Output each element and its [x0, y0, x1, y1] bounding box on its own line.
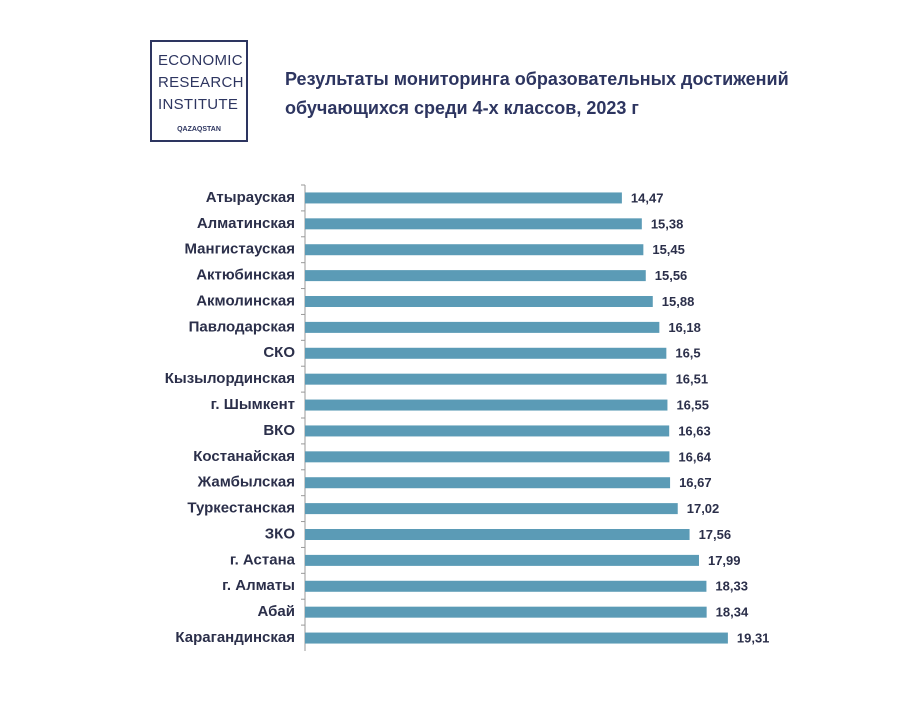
- logo-sub: QAZAQSTAN: [177, 126, 221, 133]
- value-label: 19,31: [737, 630, 770, 645]
- bar: [305, 218, 642, 230]
- bar: [305, 373, 667, 385]
- bar: [305, 503, 678, 515]
- y-tick-label: Актюбинская: [196, 267, 295, 284]
- value-label: 14,47: [631, 190, 664, 205]
- y-tick-label: Карагандинская: [175, 629, 295, 646]
- bar: [305, 425, 670, 437]
- y-tick-label: ВКО: [263, 422, 295, 439]
- value-label: 15,56: [655, 268, 688, 283]
- bar: [305, 606, 707, 618]
- bar: [305, 296, 653, 307]
- bar: [305, 477, 671, 489]
- value-label: 17,02: [687, 501, 720, 516]
- y-tick-label: Мангистауская: [185, 241, 296, 258]
- y-tick-label: Жамбылская: [197, 474, 295, 491]
- value-label: 15,88: [662, 294, 695, 309]
- y-tick-label: Костанайская: [193, 448, 295, 465]
- logo-text: RESEARCH: [158, 74, 244, 91]
- bar: [305, 347, 667, 359]
- y-tick-label: ЗКО: [265, 525, 296, 542]
- y-tick-label: г. Астана: [230, 551, 296, 568]
- bar: [305, 270, 646, 282]
- y-tick-label: Павлодарская: [189, 318, 295, 335]
- bar: [305, 192, 622, 204]
- bar: [305, 529, 690, 540]
- bar: [305, 399, 668, 411]
- bar: [305, 580, 707, 592]
- y-tick-label: Акмолинская: [196, 292, 295, 309]
- bar: [305, 451, 670, 463]
- value-label: 16,5: [675, 346, 700, 361]
- value-label: 15,38: [651, 216, 684, 231]
- y-tick-label: Атырауская: [206, 189, 295, 206]
- value-label: 16,51: [676, 372, 709, 387]
- logo-frame: [150, 40, 248, 142]
- value-label: 16,64: [678, 449, 711, 464]
- value-label: 18,33: [715, 579, 748, 594]
- logo-text: ECONOMIC: [158, 52, 243, 69]
- bar: [305, 632, 728, 644]
- value-label: 18,34: [716, 605, 749, 620]
- value-label: 16,55: [676, 397, 709, 412]
- y-tick-label: Кызылординская: [165, 370, 295, 387]
- bar: [305, 321, 660, 333]
- y-tick-label: Абай: [258, 603, 295, 620]
- bar: [305, 244, 644, 256]
- value-label: 17,56: [699, 527, 732, 542]
- y-tick-label: Туркестанская: [187, 500, 295, 517]
- bar: [305, 554, 699, 566]
- y-tick-label: Алматинская: [197, 215, 295, 232]
- y-tick-label: СКО: [263, 344, 295, 361]
- chart-title: обучающихся среди 4-х классов, 2023 г: [285, 98, 639, 118]
- logo-text: INSTITUTE: [158, 96, 238, 113]
- value-label: 16,18: [668, 320, 701, 335]
- y-tick-label: г. Алматы: [222, 577, 295, 594]
- y-tick-label: г. Шымкент: [211, 396, 295, 413]
- value-label: 16,63: [678, 423, 711, 438]
- value-label: 16,67: [679, 475, 712, 490]
- chart-title: Результаты мониторинга образовательных д…: [285, 69, 789, 89]
- value-label: 17,99: [708, 553, 741, 568]
- value-label: 15,45: [652, 242, 685, 257]
